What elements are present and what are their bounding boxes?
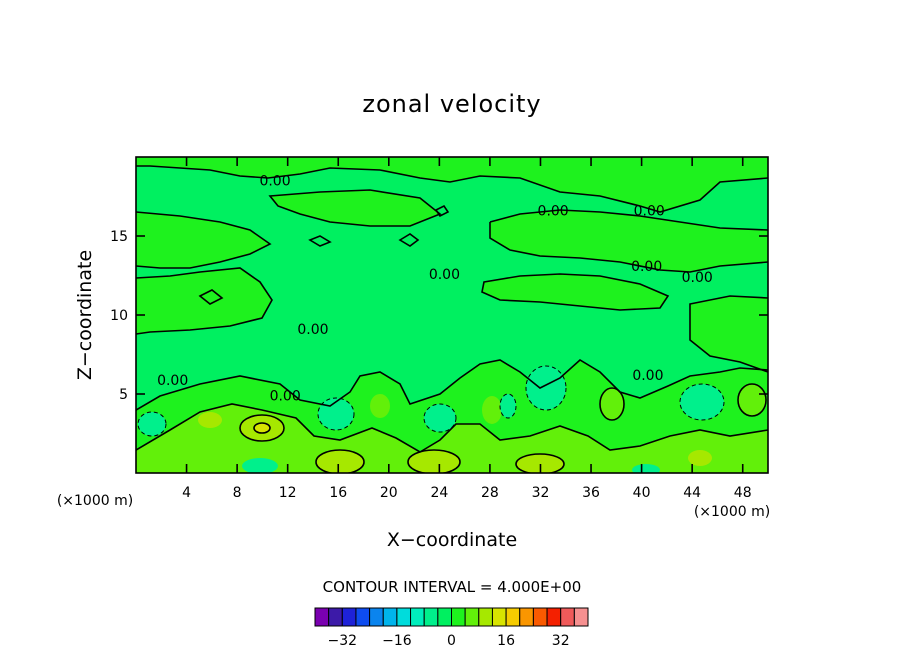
x-tick-label: 4 xyxy=(182,485,191,501)
field-patch-8-12-f xyxy=(688,450,712,466)
y-tick-label: 10 xyxy=(110,308,128,324)
x-tick-label: 32 xyxy=(532,485,550,501)
field-patch-neg-e xyxy=(138,412,166,436)
x-axis-label: X−coordinate xyxy=(387,529,517,551)
plot-area: 0.00 0.00 0.00 0.00 0.00 0.00 0.00 0.00 0.00 0.00 xyxy=(136,157,768,473)
colorbar-tick-label: −32 xyxy=(328,633,358,649)
colorbar-swatch xyxy=(328,607,343,627)
negative-contour-lines xyxy=(137,365,725,437)
x-tick-label: 36 xyxy=(582,485,600,501)
chart-title: zonal velocity xyxy=(362,90,541,118)
colorbar-swatch xyxy=(451,607,466,627)
field-patch-4-8-c xyxy=(482,396,502,424)
field-patch-4-8-b xyxy=(738,384,766,416)
field-patch-neg-f xyxy=(242,458,278,473)
colorbar-swatch xyxy=(560,607,575,627)
contour-interval-text: CONTOUR INTERVAL = 4.000E+00 xyxy=(323,578,582,596)
field-patch-neg-b xyxy=(680,384,724,420)
colorbar-swatch xyxy=(573,607,589,627)
colorbar-swatch xyxy=(314,607,330,627)
field-patch-neg-g xyxy=(500,394,516,418)
colorbar-swatch xyxy=(478,607,493,627)
colorbar-swatch xyxy=(519,607,534,627)
y-tick-label: 15 xyxy=(110,229,128,245)
colorbar-swatch xyxy=(464,607,480,627)
x-tick-label: 28 xyxy=(481,485,499,501)
y-axis-label: Z−coordinate xyxy=(74,250,96,380)
contour-label: 0.00 xyxy=(270,389,301,405)
colorbar-tick-label: 0 xyxy=(447,633,456,649)
contour-lines xyxy=(136,165,768,473)
x-tick-label: 44 xyxy=(683,485,701,501)
x-tick-label: 40 xyxy=(633,485,651,501)
field-region-4-8 xyxy=(136,404,768,473)
x-tick-label: 16 xyxy=(329,485,347,501)
colorbar-swatch xyxy=(423,607,439,627)
field-patch-4-8-d xyxy=(370,394,390,418)
field-region-positive-left-mid xyxy=(136,268,272,334)
field-patch-8-12-d xyxy=(516,454,564,473)
x-tick-label: 20 xyxy=(380,485,398,501)
colorbar-swatch xyxy=(369,607,384,627)
contour-label: 0.00 xyxy=(682,270,713,286)
contour-label: 0.00 xyxy=(634,204,665,220)
contour-label: 0.00 xyxy=(429,267,460,283)
field-patch-8-12-c xyxy=(408,450,460,473)
contour-label: 0.00 xyxy=(259,174,290,190)
colorbar-swatch xyxy=(382,607,398,627)
field-region-positive-left xyxy=(136,212,270,268)
colorbar-swatch xyxy=(396,607,412,627)
field-patch-neg-h xyxy=(632,464,660,473)
colorbar-swatch xyxy=(437,607,453,627)
contour-label: 0.00 xyxy=(538,204,569,220)
contour-label: 0.00 xyxy=(631,259,662,275)
colorbar-swatch xyxy=(505,607,521,627)
colorbar-tick-label: 32 xyxy=(552,633,570,649)
field-patch-neg-a xyxy=(526,366,566,410)
colorbar-swatch xyxy=(341,607,357,627)
x-unit-label-right: (×1000 m) xyxy=(694,504,770,520)
field-region-positive-right-mid xyxy=(690,296,768,372)
colorbar-swatch xyxy=(410,607,425,627)
field-patch-neg-d xyxy=(424,404,456,432)
x-tick-label: 48 xyxy=(734,485,752,501)
colorbar-swatch xyxy=(546,607,562,627)
colorbar-tick-label: −16 xyxy=(382,633,412,649)
field-patch-12-16 xyxy=(254,423,270,433)
colorbar-tick-label: 16 xyxy=(497,633,515,649)
contour-label: 0.00 xyxy=(157,373,188,389)
colorbar-swatch xyxy=(491,607,507,627)
colorbar-swatch xyxy=(355,607,371,627)
field-patch-8-12-e xyxy=(198,412,222,428)
y-tick-label: 5 xyxy=(119,387,128,403)
x-tick-label: 8 xyxy=(233,485,242,501)
field-patch-4-8-a xyxy=(600,388,624,420)
x-unit-label-left: (×1000 m) xyxy=(57,493,133,509)
colorbar: −32 −16 0 16 32 xyxy=(314,607,589,649)
field-patch-8-12-b xyxy=(316,450,364,473)
contour-label: 0.00 xyxy=(632,368,663,384)
contour-label: 0.00 xyxy=(297,322,328,338)
x-tick-label: 24 xyxy=(430,485,448,501)
colorbar-swatch xyxy=(532,607,548,627)
x-tick-label: 12 xyxy=(279,485,297,501)
